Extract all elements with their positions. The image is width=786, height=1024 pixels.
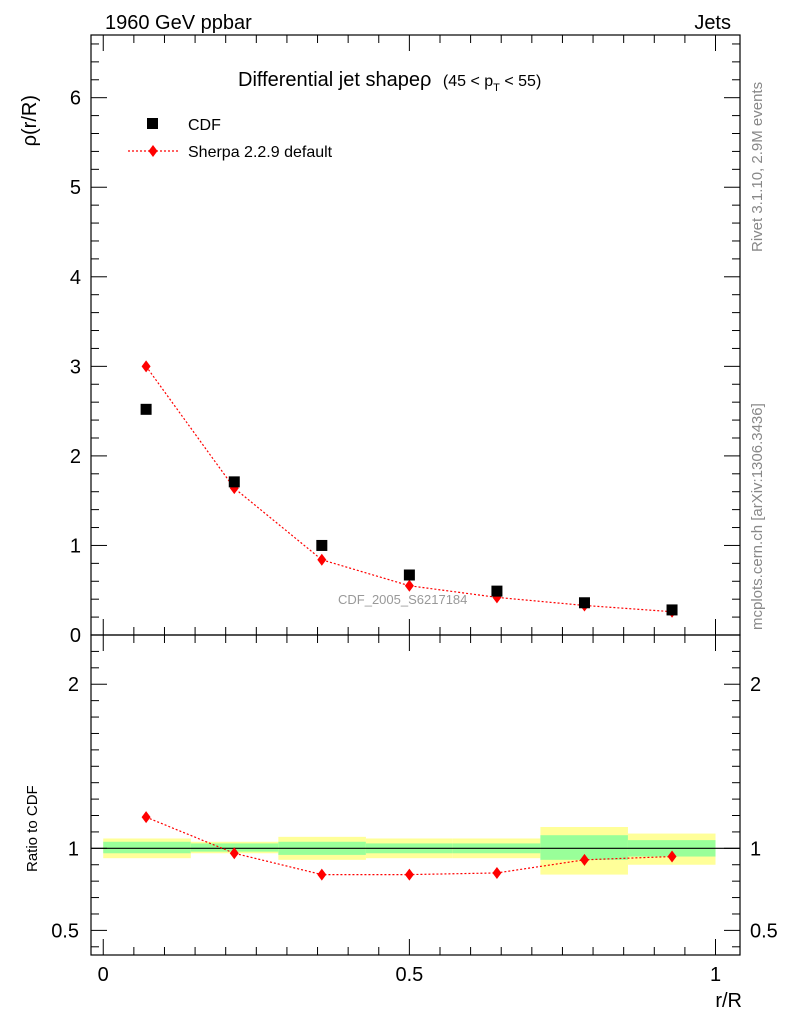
sherpa-point — [141, 360, 151, 373]
rivet-version-label: Rivet 3.1.10, 2.9M events — [749, 82, 766, 252]
ratio-y-tick-label-right: 1 — [750, 838, 761, 860]
ratio-band-inner — [190, 843, 279, 852]
ratio-axes: 0 0.5 1 0.5 0.5 1 1 2 2 — [51, 635, 778, 986]
cdf-point — [491, 585, 503, 597]
legend: CDF Sherpa 2.2.9 default — [128, 117, 333, 161]
cdf-point — [666, 604, 678, 616]
ratio-y-axis-label: Ratio to CDF — [24, 785, 41, 872]
legend-label-sherpa: Sherpa 2.2.9 default — [188, 144, 333, 161]
main-y-tick-label: 4 — [70, 267, 81, 289]
ratio-y-tick-label-right: 2 — [750, 674, 761, 696]
main-title-range: (45 < p — [443, 73, 493, 90]
ratio-sherpa-point — [141, 811, 151, 824]
ratio-panel: 0 0.5 1 0.5 0.5 1 1 2 2 Ratio to CDF r/R — [24, 634, 778, 1012]
ratio-data-layer — [91, 811, 740, 881]
analysis-id-label: CDF_2005_S6217184 — [338, 592, 467, 607]
main-y-tick-label: 5 — [70, 177, 81, 199]
header-energy-label: 1960 GeV ppbar — [105, 12, 252, 34]
main-y-tick-label: 6 — [70, 88, 81, 110]
ratio-band-inner — [103, 841, 191, 854]
ratio-y-tick-label: 1 — [68, 838, 79, 860]
ratio-y-tick-label: 2 — [68, 674, 79, 696]
ratio-y-tick-label-right: 0.5 — [750, 920, 778, 942]
sherpa-point — [317, 553, 327, 566]
main-y-tick-label: 1 — [70, 535, 81, 557]
ratio-sherpa-point — [579, 853, 589, 866]
ratio-sherpa-point — [317, 868, 327, 881]
header-jets-label: Jets — [694, 12, 731, 34]
main-y-axis-label: ρ(r/R) — [19, 95, 41, 146]
legend-label-cdf: CDF — [188, 117, 221, 134]
ratio-plot-frame — [90, 634, 741, 956]
mcplots-label: mcplots.cern.ch [arXiv:1306.3436] — [749, 403, 766, 630]
x-tick-label: 0.5 — [395, 964, 423, 986]
ratio-y-tick-label: 0.5 — [51, 920, 79, 942]
main-y-tick-label: 2 — [70, 446, 81, 468]
main-data-layer — [140, 360, 678, 618]
ratio-sherpa-point — [404, 868, 414, 881]
x-axis-label: r/R — [715, 990, 742, 1012]
main-y-tick-label: 0 — [70, 625, 81, 647]
main-title-text: Differential jet shapeρ — [238, 69, 431, 91]
main-title-range-post: < 55) — [500, 73, 541, 90]
legend-marker-cdf — [147, 118, 158, 129]
ratio-sherpa-point — [492, 866, 502, 879]
cdf-point — [578, 597, 590, 609]
main-title-range-sub: T — [493, 82, 500, 94]
x-tick-label: 1 — [710, 964, 721, 986]
ratio-sherpa-point — [229, 847, 239, 860]
cdf-point — [140, 403, 152, 415]
sherpa-point — [404, 579, 414, 592]
cdf-point — [316, 539, 328, 551]
main-axes: 0 1 2 3 4 5 6 — [70, 35, 740, 647]
cdf-point — [403, 569, 415, 581]
main-panel: 0 1 2 3 4 5 6 Differential jet shapeρ (45 < pT… — [19, 34, 741, 647]
main-y-tick-label: 3 — [70, 356, 81, 378]
cdf-point — [228, 476, 240, 488]
legend-marker-sherpa — [148, 145, 158, 157]
ratio-sherpa-point — [667, 850, 677, 863]
main-title: Differential jet shapeρ (45 < pT < 55) — [238, 69, 541, 94]
x-tick-label: 0 — [98, 964, 109, 986]
